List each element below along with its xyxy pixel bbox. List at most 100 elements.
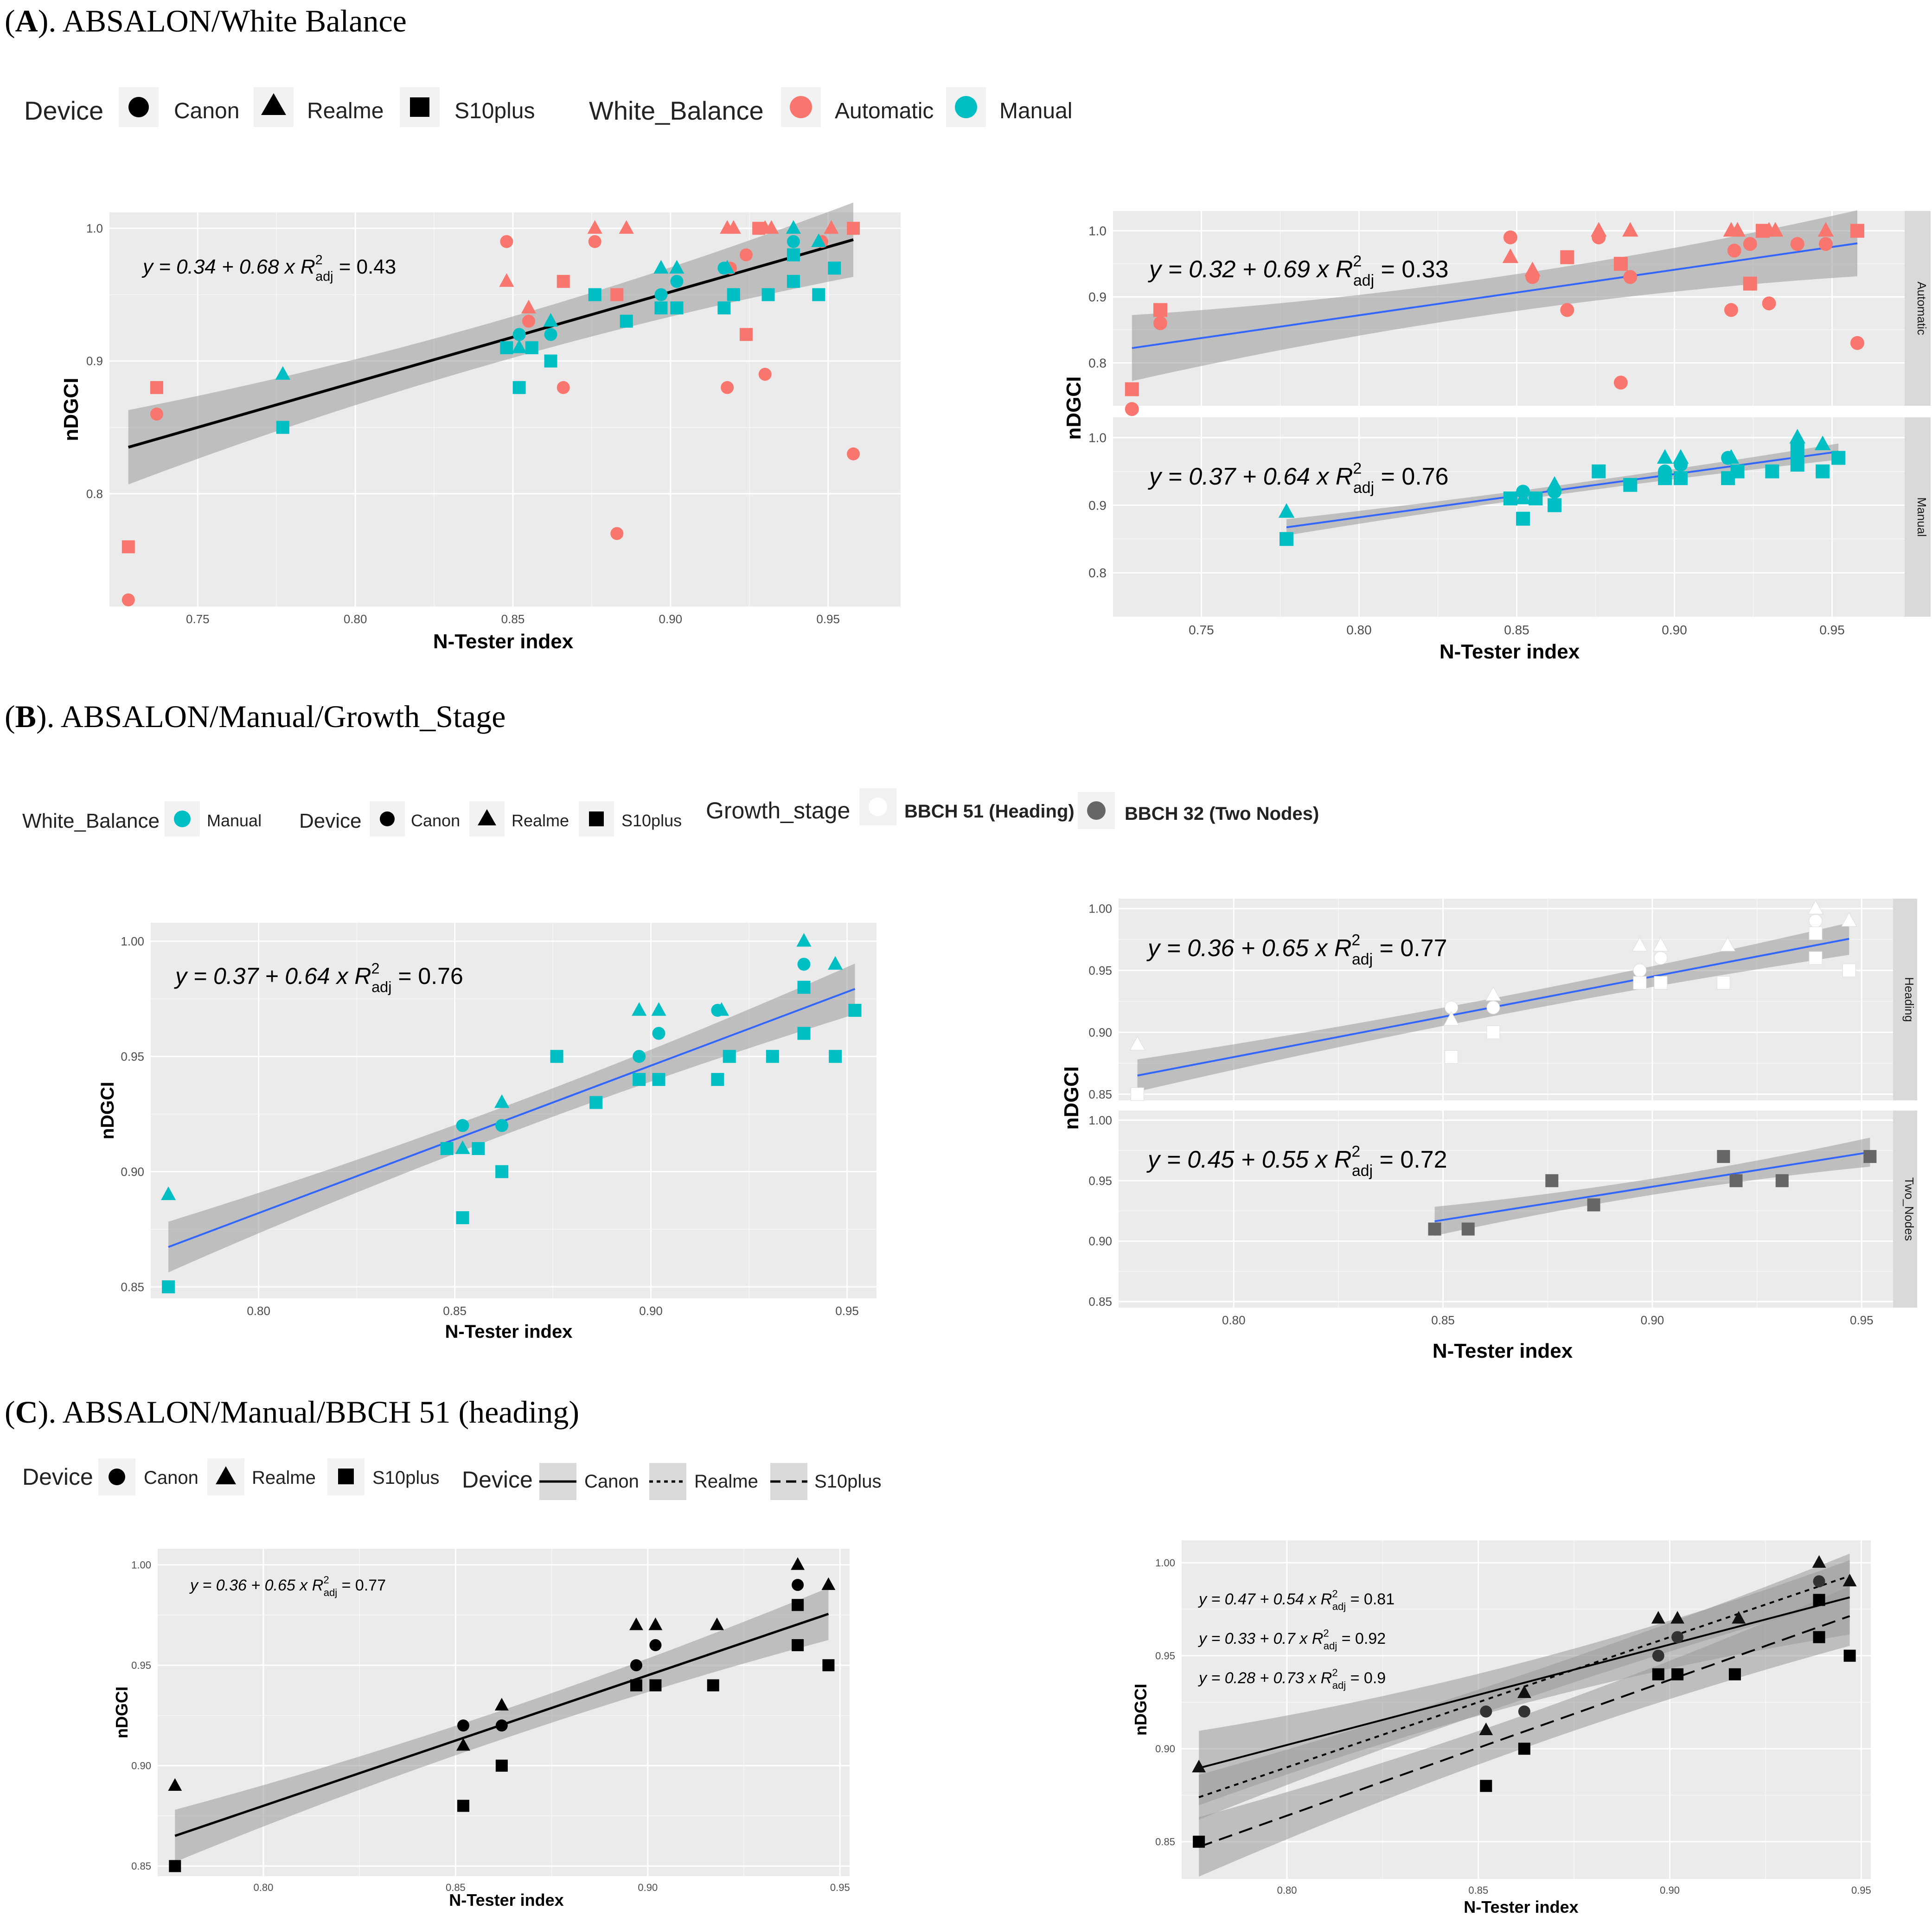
equation-r: R [312,1577,324,1594]
data-point [653,260,669,274]
data-point [1622,222,1638,237]
data-point [1485,986,1501,1001]
legend-b-manual-label: Manual [207,811,262,830]
x-tick-label: 0.95 [816,612,840,626]
x-tick-label: 0.95 [1851,1884,1871,1896]
data-point [1790,237,1804,251]
data-point [821,1577,836,1590]
y-tick-label: 0.8 [1088,356,1107,370]
legend-b-manual-key [174,811,191,827]
data-point [1591,222,1607,237]
data-point [1131,1087,1145,1101]
regression-equation: y = 0.32 + 0.69 x R2 adj = 0.33 [1148,253,1449,290]
data-point [122,540,135,554]
data-point [122,593,135,607]
regression-equation: y = 0.47 + 0.54 x R2 adj = 0.81 [1198,1588,1395,1612]
equation-r2-value: = 0.92 [1337,1630,1386,1648]
data-point [500,341,513,354]
y-tick-label: 0.90 [1088,1234,1112,1248]
data-point [588,288,601,301]
y-axis-label: nDGCI [112,1686,131,1738]
equation-fit: y = 0.34 + 0.68 x [141,255,301,278]
y-tick-label: 1.00 [121,934,144,948]
regression-equation: y = 0.37 + 0.64 x R2 adj = 0.76 [1148,460,1449,497]
data-point [726,220,741,234]
chart-a-left: 0.8 0.9 1.0 0.75 0.80 0.85 0.90 0.95 y = 0.34 + … [60,202,901,653]
equation-r2-value: = 0.77 [337,1577,386,1594]
data-point [1153,303,1168,317]
equation-r: R [1321,1590,1332,1608]
data-point [764,220,779,234]
y-tick-label: 0.90 [121,1165,144,1179]
legend-c-device-title: Device [22,1464,93,1490]
data-point [670,301,684,315]
equation-r2-value: = 0.77 [1373,935,1447,962]
data-point [669,260,685,274]
data-point [828,262,841,275]
facet-strip [1905,211,1931,406]
data-point [1716,976,1730,990]
data-point [633,1050,646,1063]
data-point [723,1050,736,1063]
facet-strip-label: Automatic [1915,281,1929,335]
x-tick-label: 0.90 [638,1882,658,1893]
data-point [1279,532,1294,546]
data-point [544,328,557,341]
data-point [1818,237,1833,251]
data-point [1153,316,1168,331]
data-point [472,1142,485,1155]
data-point [1841,912,1857,927]
data-point [797,1027,811,1040]
data-point [1125,402,1139,416]
equation-sup: 2 [371,960,380,977]
data-point [160,1186,176,1201]
data-point [610,527,624,540]
equation-sub: adj [371,979,391,996]
data-point [1809,926,1823,940]
equation-sup: 2 [1353,460,1362,478]
data-point [1672,449,1689,464]
data-point [1653,937,1669,952]
data-point [1461,1222,1475,1236]
y-tick-label: 0.90 [1088,1025,1112,1039]
data-point [500,235,513,248]
x-tick-label: 0.85 [1431,1313,1455,1327]
regression-equation: y = 0.36 + 0.65 x R2 adj = 0.77 [1146,932,1447,969]
equation-sub: adj [1353,272,1374,289]
data-point [589,1096,603,1109]
equation-r2-value: = 0.9 [1346,1669,1386,1687]
data-point [651,1002,666,1016]
legend-a-wb-title: White_Balance [589,96,764,125]
data-point [1724,303,1738,317]
data-point [1762,296,1776,311]
equation-fit: y = 0.37 + 0.64 x [1148,463,1336,490]
data-point [620,314,633,328]
equation-sub: adj [1332,1680,1346,1691]
data-point [440,1142,454,1155]
equation-r2-value: = 0.76 [391,963,463,989]
legend-b: White_Balance Manual Device Canon Realme… [22,788,1319,837]
data-point [1727,243,1741,258]
regression-equation: y = 0.37 + 0.64 x R2 adj = 0.76 [174,960,463,996]
regression-line [1198,1596,1850,1769]
chart-a-right-manual: 0.8 0.9 1.0 0.75 0.80 0.85 0.90 0.95 y = 0.37 + … [1062,377,1931,663]
data-point [1765,464,1779,479]
y-tick-label: 1.00 [1155,1557,1175,1569]
data-point [1516,511,1530,526]
data-point [457,1719,469,1732]
x-axis-label: N-Tester index [445,1322,573,1342]
data-point [707,1679,719,1692]
facet-strip [1893,1111,1917,1308]
regression-line [1198,1615,1850,1848]
x-tick-label: 0.80 [1277,1884,1297,1896]
data-point [557,275,570,288]
data-point [499,273,514,287]
x-tick-label: 0.80 [344,612,367,626]
equation-fit: y = 0.37 + 0.64 x [174,963,354,989]
regression-equation: y = 0.34 + 0.68 x R2 adj = 0.43 [141,253,396,284]
data-point [648,1617,663,1630]
legend-b-canon-label: Canon [411,811,460,830]
x-tick-label: 0.80 [254,1882,274,1893]
x-tick-label: 0.80 [1346,623,1372,637]
y-axis-label: nDGCI [1060,1067,1083,1130]
